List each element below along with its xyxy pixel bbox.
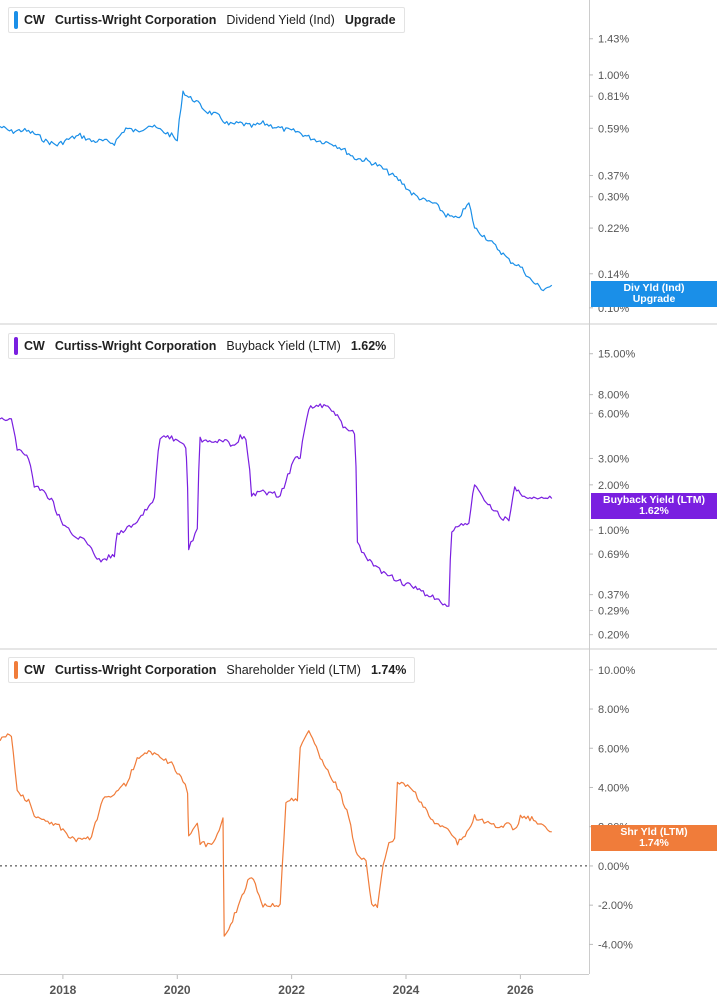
legend-metric: Dividend Yield (Ind) [226, 13, 335, 27]
y-tick-label: 1.43% [598, 34, 629, 46]
y-tick-label: 0.20% [598, 630, 629, 642]
y-tick-label: 4.00% [598, 782, 629, 794]
legend-swatch [14, 11, 18, 29]
y-tick-label: 0.22% [598, 223, 629, 235]
y-tick-label: 6.00% [598, 408, 629, 420]
legend-company: Curtiss-Wright Corporation [54, 663, 217, 677]
legend-dividend-yield[interactable]: CW Curtiss-Wright Corporation Dividend Y… [8, 7, 405, 33]
y-tick-label: 3.00% [598, 453, 629, 465]
y-tick-label: -4.00% [598, 939, 633, 951]
y-tick-label: 0.14% [598, 269, 629, 281]
x-tick-label: 2022 [278, 983, 305, 997]
legend-value: Upgrade [344, 13, 396, 27]
legend-company: Curtiss-Wright Corporation [54, 339, 217, 353]
badge-label: Shr Yld (LTM) [620, 826, 688, 838]
y-tick-label: 0.30% [598, 192, 629, 204]
x-tick-label: 2020 [164, 983, 191, 997]
series-line [0, 90, 553, 292]
y-tick-label: 0.37% [598, 590, 629, 602]
legend-value: 1.62% [350, 339, 387, 353]
y-tick-label: 0.81% [598, 91, 629, 103]
x-tick-label: 2024 [393, 983, 420, 997]
y-tick-label: 0.00% [598, 861, 629, 873]
y-tick-label: 1.00% [598, 70, 629, 82]
x-tick-label: 2018 [50, 983, 77, 997]
y-tick-label: 0.37% [598, 170, 629, 182]
badge-value: 1.62% [639, 505, 669, 517]
x-tick-label: 2026 [507, 983, 534, 997]
y-tick-label: 1.00% [598, 525, 629, 537]
legend-metric: Shareholder Yield (LTM) [226, 663, 361, 677]
legend-metric: Buyback Yield (LTM) [226, 339, 341, 353]
y-tick-label: -2.00% [598, 900, 633, 912]
legend-company: Curtiss-Wright Corporation [54, 13, 217, 27]
legend-ticker: CW [24, 13, 45, 27]
legend-value: 1.74% [370, 663, 407, 677]
legend-buyback-yield[interactable]: CW Curtiss-Wright Corporation Buyback Yi… [8, 333, 396, 359]
y-tick-label: 0.69% [598, 549, 629, 561]
last-value-badge-buyback: Buyback Yield (LTM) 1.62% [591, 493, 717, 519]
y-tick-label: 2.00% [598, 480, 629, 492]
badge-label: Div Yld (Ind) [623, 282, 685, 294]
badge-value: Upgrade [632, 293, 676, 305]
series-line [0, 403, 553, 607]
badge-label: Buyback Yield (LTM) [603, 494, 705, 506]
badge-value: 1.74% [639, 837, 669, 849]
series-line [0, 730, 552, 937]
last-value-badge-dividend: Div Yld (Ind) Upgrade [591, 281, 717, 307]
y-tick-label: 8.00% [598, 704, 629, 716]
legend-shareholder-yield[interactable]: CW Curtiss-Wright Corporation Shareholde… [8, 657, 416, 683]
y-tick-label: 6.00% [598, 743, 629, 755]
y-tick-label: 0.29% [598, 605, 629, 617]
legend-swatch [14, 337, 18, 355]
legend-ticker: CW [24, 339, 45, 353]
y-tick-label: 8.00% [598, 390, 629, 402]
last-value-badge-shareholder: Shr Yld (LTM) 1.74% [591, 825, 717, 851]
y-tick-label: 15.00% [598, 349, 636, 361]
y-tick-label: 0.59% [598, 123, 629, 135]
y-tick-label: 10.00% [598, 665, 636, 677]
legend-ticker: CW [24, 663, 45, 677]
legend-swatch [14, 661, 18, 679]
